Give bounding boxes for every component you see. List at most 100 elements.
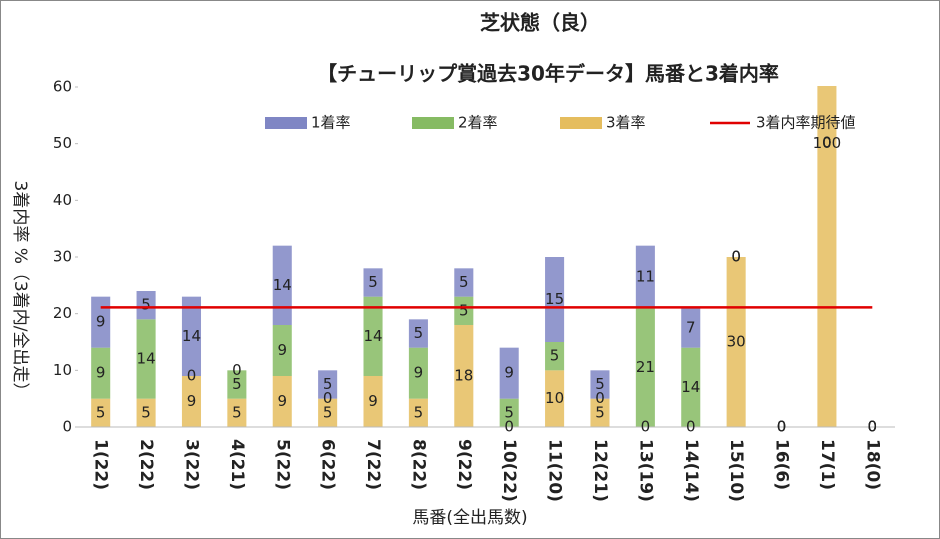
- data-label: 0: [868, 418, 878, 436]
- bar-segment: [454, 325, 474, 427]
- data-label: 0: [777, 418, 787, 436]
- data-label: 9: [96, 313, 106, 331]
- y-tick-label: 10: [53, 361, 72, 379]
- y-tick-label: 0: [62, 418, 72, 436]
- bar-segment: [545, 370, 565, 427]
- bar-segment: [272, 245, 292, 325]
- bar-segment: [499, 347, 519, 399]
- data-label: 0: [868, 418, 878, 436]
- data-label: 9: [368, 392, 378, 410]
- x-tick-label: 1(22): [91, 439, 111, 490]
- data-label: 5: [414, 403, 424, 421]
- bar-segment: [499, 398, 519, 427]
- bar-segment: [408, 319, 428, 348]
- data-label: 5: [232, 375, 242, 393]
- x-tick-label: 13(19): [635, 439, 655, 502]
- x-tick-label: 17(1): [817, 439, 837, 490]
- data-label: 30: [727, 333, 746, 351]
- bar-segment: [91, 296, 111, 348]
- data-label: 0: [822, 134, 832, 152]
- data-label: 14: [363, 327, 382, 345]
- data-label: 0: [777, 418, 787, 436]
- y-axis-title: 3着内率 %（3着内/全出走）: [10, 181, 30, 400]
- chart-title: 芝状態（良）: [480, 11, 600, 35]
- data-label: 14: [681, 378, 700, 396]
- data-label: 5: [141, 403, 151, 421]
- data-label: 9: [277, 392, 287, 410]
- data-label: 5: [459, 273, 469, 291]
- x-tick-label: 8(22): [408, 439, 428, 490]
- bar-segment: [272, 376, 292, 427]
- bar-segment: [363, 268, 383, 297]
- x-tick-label: 10(22): [499, 439, 519, 502]
- bar-segment: [136, 319, 156, 399]
- data-label: 7: [686, 318, 696, 336]
- data-label: 0: [187, 367, 197, 385]
- legend-swatch: [560, 117, 602, 129]
- data-label: 14: [137, 350, 156, 368]
- bar-segment: [454, 296, 474, 325]
- chart-subtitle: 【チューリップ賞過去30年データ】馬番と3着内率: [317, 62, 779, 86]
- x-tick-label: 11(20): [545, 439, 565, 502]
- data-label: 0: [232, 361, 242, 379]
- x-tick-label: 12(21): [590, 439, 610, 502]
- data-label: 9: [187, 392, 197, 410]
- legend-label: 3着内率期待値: [756, 114, 856, 132]
- data-label: 5: [414, 324, 424, 342]
- y-tick-label: 50: [53, 134, 72, 152]
- bar-segment: [181, 296, 202, 376]
- x-tick-label: 5(22): [272, 439, 292, 490]
- bar-segment: [635, 245, 655, 308]
- bar-segment: [363, 376, 383, 427]
- x-tick-label: 4(21): [227, 439, 247, 490]
- data-label: 5: [141, 296, 151, 314]
- legend-swatch: [265, 117, 307, 129]
- data-label: 5: [459, 301, 469, 319]
- bar-segment: [227, 398, 247, 427]
- data-label: 0: [323, 389, 333, 407]
- bar-segment: [681, 347, 701, 427]
- bar-segment: [817, 86, 837, 428]
- data-label: 5: [368, 273, 378, 291]
- bar-segment: [635, 308, 655, 427]
- bar-segment: [681, 308, 701, 348]
- data-label: 5: [323, 403, 333, 421]
- x-tick-label: 6(22): [318, 439, 338, 490]
- x-tick-label: 2(22): [136, 439, 156, 490]
- bar-segment: [545, 342, 565, 371]
- data-label: 0: [504, 418, 514, 436]
- data-label: 5: [323, 375, 333, 393]
- x-tick-label: 9(22): [454, 439, 474, 490]
- bar-segment: [408, 347, 428, 399]
- data-label: 0: [777, 418, 787, 436]
- plot-area: [91, 86, 837, 428]
- data-label: 5: [96, 403, 106, 421]
- data-label: 21: [636, 358, 655, 376]
- data-label: 9: [504, 364, 514, 382]
- data-label: 9: [277, 341, 287, 359]
- data-label: 5: [232, 403, 242, 421]
- bar-segment: [318, 370, 338, 399]
- bar-segment: [545, 257, 565, 342]
- bar-segment: [272, 325, 292, 376]
- bar-segment: [136, 398, 156, 427]
- x-tick-label: 18(0): [862, 439, 882, 490]
- data-label: 0: [686, 418, 696, 436]
- data-label: 0: [595, 389, 605, 407]
- bar-segment: [227, 370, 247, 399]
- data-label: 18: [454, 367, 473, 385]
- bar-segment: [318, 398, 338, 427]
- legend-swatch: [412, 117, 454, 129]
- data-label: 10: [545, 389, 564, 407]
- bar-segment: [136, 291, 156, 320]
- bar-segment: [454, 268, 474, 297]
- bar-segment: [91, 347, 111, 399]
- legend-label: 2着率: [458, 114, 498, 132]
- y-tick-label: 60: [53, 78, 72, 96]
- data-label: 5: [504, 403, 514, 421]
- data-label: 5: [595, 375, 605, 393]
- legend-label: 3着率: [606, 114, 646, 132]
- data-label: 0: [822, 134, 832, 152]
- data-label: 14: [182, 327, 201, 345]
